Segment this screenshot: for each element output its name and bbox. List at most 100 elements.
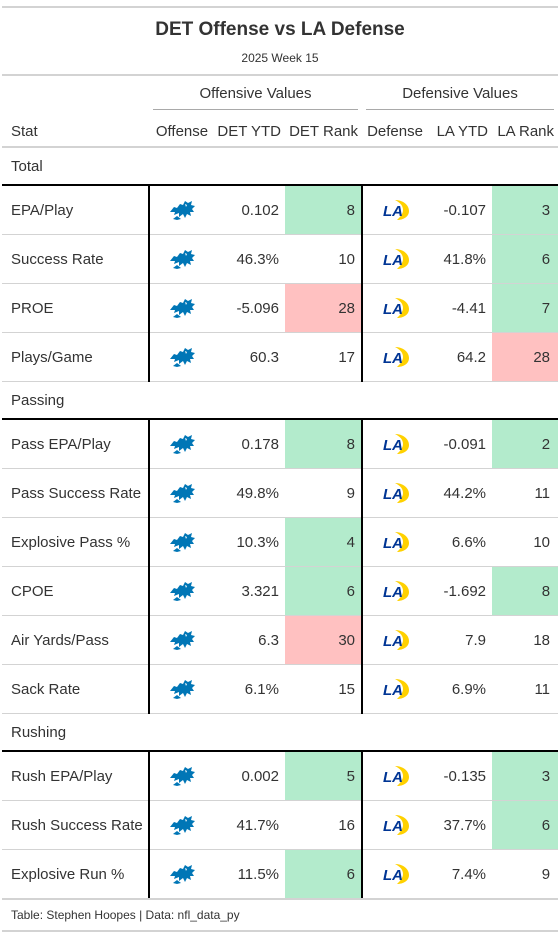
los-angeles-rams-logo-icon: LA (381, 434, 411, 454)
svg-text:LA: LA (383, 252, 403, 269)
offense-logo-cell (149, 849, 215, 900)
group-row: Total (2, 147, 559, 186)
table-row: EPA/Play 0.102 8 LA -0.107 3 (2, 185, 559, 235)
det-rank-value: 15 (285, 664, 364, 714)
stat-name: CPOE (2, 566, 150, 616)
det-rank-value: 10 (285, 234, 364, 284)
offense-logo-cell (149, 234, 215, 284)
table-row: Plays/Game 60.3 17 LA 64.2 28 (2, 332, 559, 382)
table-row: Air Yards/Pass 6.3 30 LA 7.9 18 (2, 615, 559, 665)
matchup-table: Offensive Values Defensive Values Stat O… (2, 76, 559, 900)
detroit-lions-logo-icon (168, 201, 198, 220)
det-rank-value: 28 (285, 283, 364, 333)
los-angeles-rams-logo-icon: LA (381, 200, 411, 220)
la-rank-value: 9 (492, 849, 559, 900)
la-rank-value: 11 (492, 468, 559, 518)
table-row: Pass EPA/Play 0.178 8 LA -0.091 2 (2, 419, 559, 469)
group-label: Passing (2, 381, 559, 420)
defense-logo-cell: LA (362, 234, 429, 284)
svg-text:LA: LA (383, 769, 403, 786)
stat-name: Pass EPA/Play (2, 419, 150, 469)
detroit-lions-logo-icon (168, 816, 198, 835)
detroit-lions-logo-icon (168, 582, 198, 601)
los-angeles-rams-logo-icon: LA (381, 581, 411, 601)
defense-logo-cell: LA (362, 468, 429, 518)
det-rank-value: 8 (285, 419, 364, 469)
detroit-lions-logo-icon (168, 299, 198, 318)
det-rank-value: 9 (285, 468, 364, 518)
stat-name: Sack Rate (2, 664, 150, 714)
det-ytd-value: 11.5% (215, 849, 285, 900)
offense-logo-cell (149, 419, 215, 469)
det-ytd-value: 10.3% (215, 517, 285, 567)
la-rank-value: 7 (492, 283, 559, 333)
defense-logo-cell: LA (362, 332, 429, 382)
det-ytd-value: 41.7% (215, 800, 285, 850)
table-row: Success Rate 46.3% 10 LA 41.8% 6 (2, 234, 559, 284)
spanner-row: Offensive Values Defensive Values (2, 76, 558, 110)
la-ytd-value: 7.4% (428, 849, 493, 900)
det-ytd-value: 0.002 (215, 751, 285, 801)
defense-logo-cell: LA (362, 849, 429, 900)
los-angeles-rams-logo-icon: LA (381, 766, 411, 786)
col-header-la-rank: LA Rank (497, 123, 555, 140)
la-ytd-value: 6.9% (428, 664, 493, 714)
table-row: Rush Success Rate 41.7% 16 LA 37.7% 6 (2, 800, 559, 850)
stat-name: Success Rate (2, 234, 150, 284)
table-body: Total EPA/Play 0.102 8 LA -0.107 3 Success R… (2, 147, 559, 900)
offense-logo-cell (149, 615, 215, 665)
det-ytd-value: 49.8% (215, 468, 285, 518)
table-title: DET Offense vs LA Defense (155, 19, 405, 40)
svg-text:LA: LA (383, 486, 403, 503)
la-ytd-value: 44.2% (428, 468, 493, 518)
offense-logo-cell (149, 468, 215, 518)
stat-name: Rush Success Rate (2, 800, 150, 850)
los-angeles-rams-logo-icon: LA (381, 679, 411, 699)
la-rank-value: 3 (492, 185, 559, 235)
table-row: Rush EPA/Play 0.002 5 LA -0.135 3 (2, 751, 559, 801)
detroit-lions-logo-icon (168, 865, 198, 884)
header-rule (2, 74, 558, 76)
table-row: CPOE 3.321 6 LA -1.692 8 (2, 566, 559, 616)
detroit-lions-logo-icon (168, 631, 198, 650)
det-ytd-value: 6.3 (215, 615, 285, 665)
group-label: Rushing (2, 713, 559, 752)
spanner-defensive-values: Defensive Values (366, 85, 555, 110)
det-ytd-value: 0.178 (215, 419, 285, 469)
detroit-lions-logo-icon (168, 435, 198, 454)
col-header-det-ytd: DET YTD (217, 123, 281, 140)
detroit-lions-logo-icon (168, 484, 198, 503)
col-header-det-rank: DET Rank (289, 123, 359, 140)
table-source-note: Table: Stephen Hoopes | Data: nfl_data_p… (2, 900, 558, 932)
svg-text:LA: LA (383, 203, 403, 220)
la-rank-value: 6 (492, 234, 559, 284)
table-row: PROE -5.096 28 LA -4.41 7 (2, 283, 559, 333)
offense-logo-cell (149, 185, 215, 235)
svg-text:LA: LA (383, 350, 403, 367)
la-ytd-value: -1.692 (428, 566, 493, 616)
la-rank-value: 6 (492, 800, 559, 850)
detroit-lions-logo-icon (168, 767, 198, 786)
det-ytd-value: 0.102 (215, 185, 285, 235)
offense-logo-cell (149, 517, 215, 567)
defense-logo-cell: LA (362, 283, 429, 333)
svg-text:LA: LA (383, 818, 403, 835)
la-ytd-value: -0.135 (428, 751, 493, 801)
offense-logo-cell (149, 664, 215, 714)
la-ytd-value: -0.091 (428, 419, 493, 469)
group-label: Total (2, 147, 559, 186)
svg-text:LA: LA (383, 437, 403, 454)
detroit-lions-logo-icon (168, 348, 198, 367)
defense-logo-cell: LA (362, 419, 429, 469)
det-ytd-value: 60.3 (215, 332, 285, 382)
stats-table-card: DET Offense vs LA Defense 2025 Week 15 O… (2, 6, 559, 932)
det-ytd-value: 6.1% (215, 664, 285, 714)
la-ytd-value: 7.9 (428, 615, 493, 665)
los-angeles-rams-logo-icon: LA (381, 298, 411, 318)
det-rank-value: 30 (285, 615, 364, 665)
group-row: Passing (2, 381, 559, 420)
la-rank-value: 3 (492, 751, 559, 801)
svg-text:LA: LA (383, 682, 403, 699)
group-row: Rushing (2, 713, 559, 752)
detroit-lions-logo-icon (168, 680, 198, 699)
